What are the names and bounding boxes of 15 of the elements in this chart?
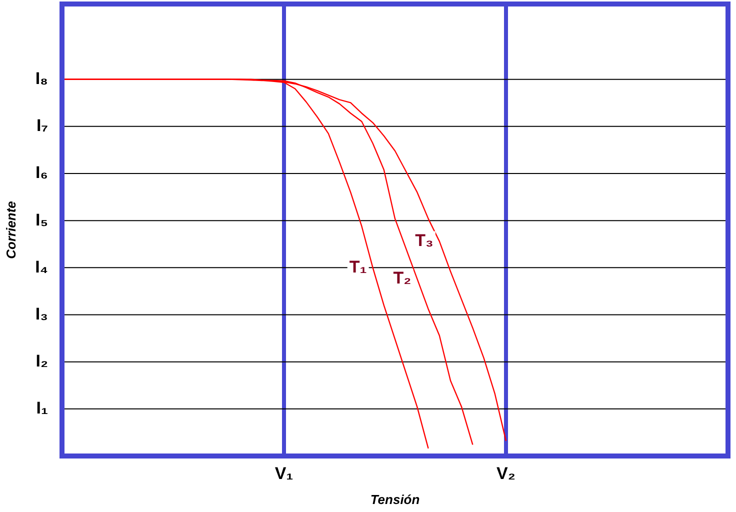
ref-line-label: I₁ xyxy=(36,398,48,418)
y-axis-title: Corriente xyxy=(3,201,18,259)
ref-line-label: I₂ xyxy=(36,352,48,371)
ref-line-label: I₃ xyxy=(35,304,48,324)
ref-line-label: I₇ xyxy=(36,116,48,136)
series-label: T₁ xyxy=(349,257,367,276)
x-tick-label: V₁ xyxy=(274,464,294,483)
series-label: T₂ xyxy=(393,268,412,288)
ref-line-label: I₄ xyxy=(35,257,48,276)
ref-line-label: I₈ xyxy=(35,69,48,88)
ref-line-label: I₅ xyxy=(35,210,48,230)
ref-line-label: I₆ xyxy=(36,163,48,182)
x-tick-label: V₂ xyxy=(496,464,516,483)
series-label: T₃ xyxy=(415,230,434,250)
x-axis-title: Tensión xyxy=(370,492,420,507)
